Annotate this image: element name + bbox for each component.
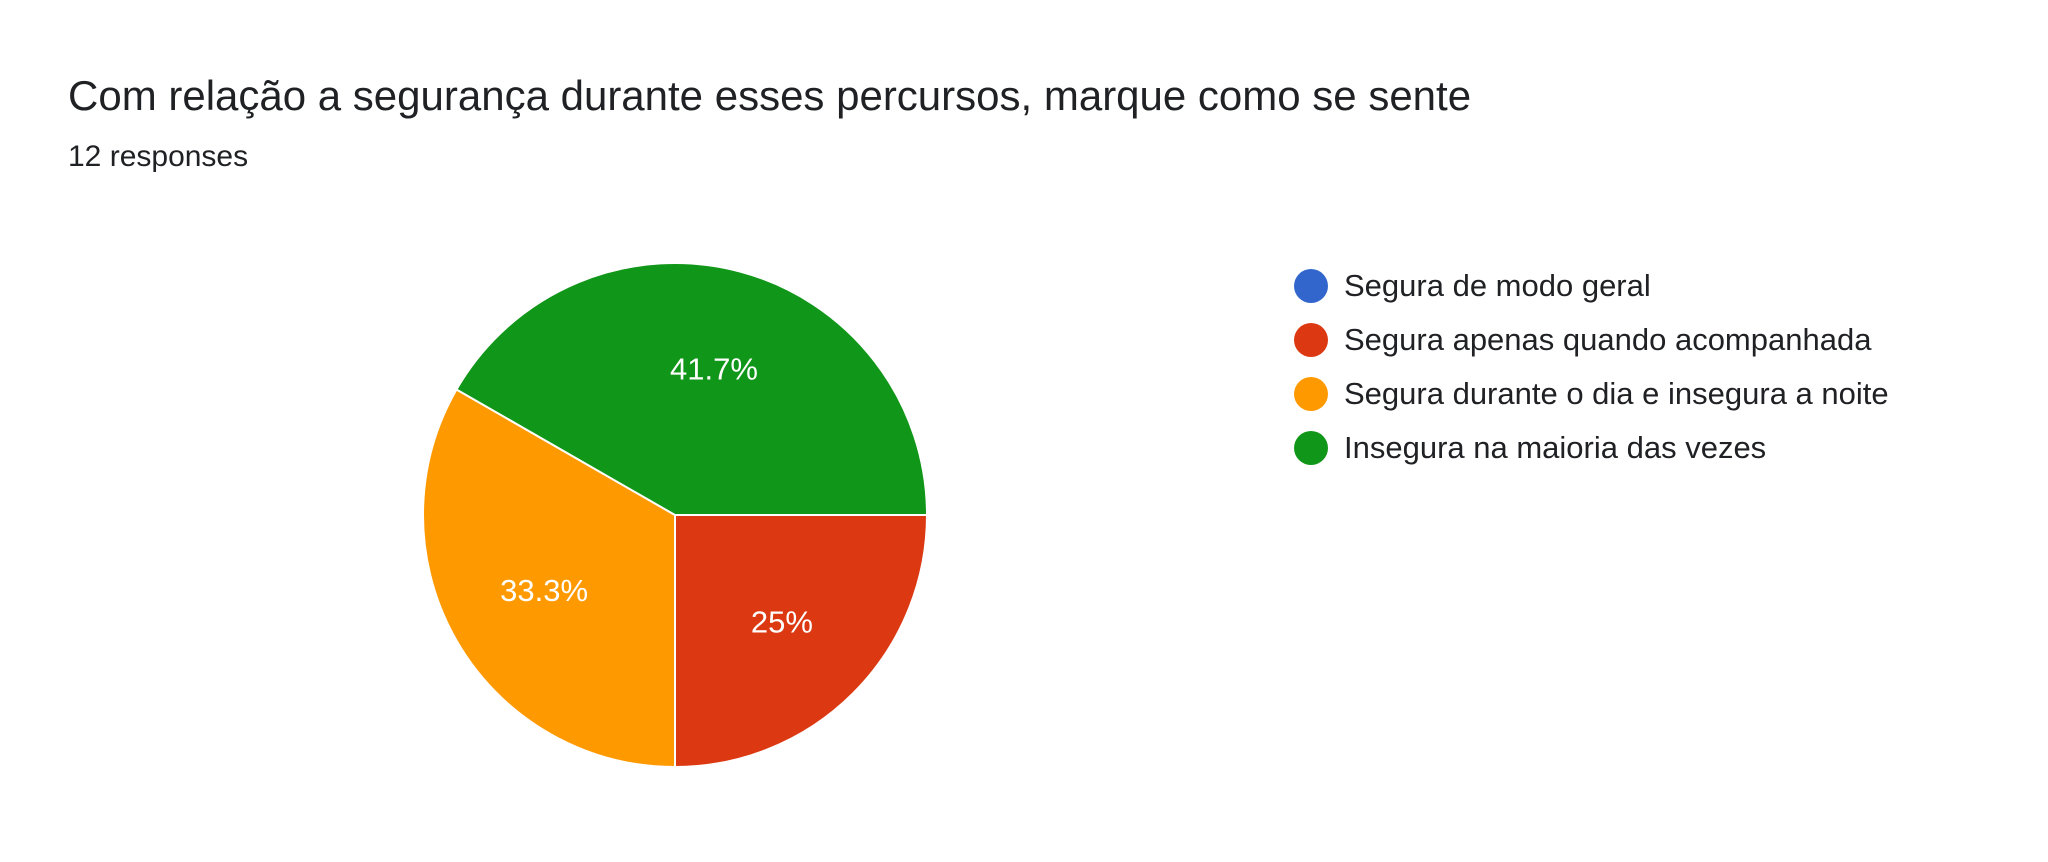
legend-swatch-icon	[1294, 377, 1328, 411]
response-count: 12 responses	[68, 140, 249, 173]
chart-legend: Segura de modo geral Segura apenas quando…	[1294, 259, 1889, 475]
pie-slice-label-1: 25%	[751, 604, 813, 639]
legend-item[interactable]: Segura durante o dia e insegura a noite	[1294, 367, 1889, 421]
pie-slice-1	[674, 514, 929, 769]
legend-swatch-icon	[1294, 323, 1328, 357]
pie-slice-labels: 25% 33.3% 41.7%	[500, 351, 813, 639]
legend-swatch-icon	[1294, 269, 1328, 303]
pie-slice-2	[422, 388, 676, 769]
legend-swatch-icon	[1294, 431, 1328, 465]
legend-item[interactable]: Segura de modo geral	[1294, 259, 1889, 313]
legend-label: Segura apenas quando acompanhada	[1344, 322, 1872, 357]
legend-label: Segura de modo geral	[1344, 268, 1651, 303]
legend-label: Insegura na maioria das vezes	[1344, 430, 1767, 465]
pie-slices	[422, 261, 929, 769]
pie-slice-label-3: 41.7%	[670, 351, 758, 386]
legend-label: Segura durante o dia e insegura a noite	[1344, 376, 1889, 411]
chart-title: Com relação a segurança durante esses pe…	[68, 72, 1472, 119]
legend-item[interactable]: Segura apenas quando acompanhada	[1294, 313, 1889, 367]
pie-slice-label-2: 33.3%	[500, 573, 588, 608]
legend-item[interactable]: Insegura na maioria das vezes	[1294, 421, 1889, 475]
pie-slice-3	[455, 261, 929, 516]
